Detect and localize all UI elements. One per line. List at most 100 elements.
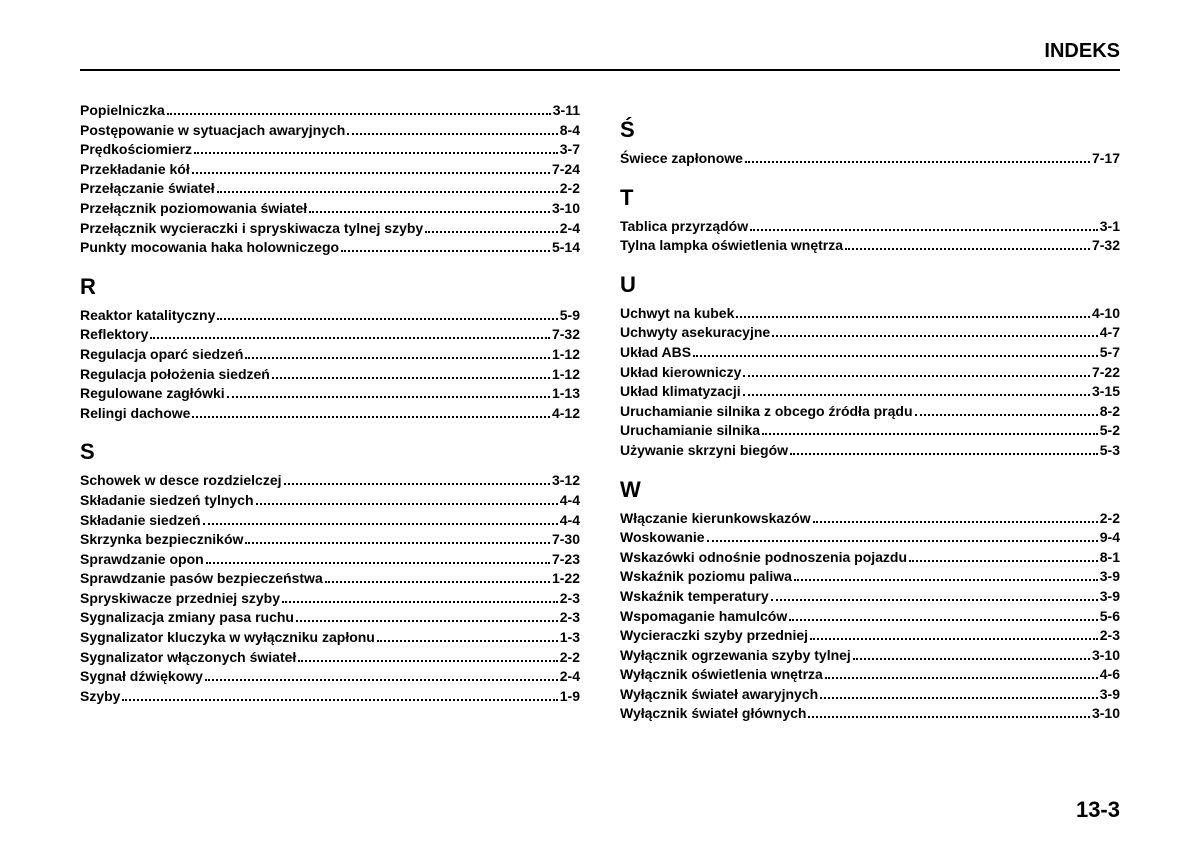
entry-page: 4-6 bbox=[1100, 665, 1120, 685]
entry-label: Sygnalizator włączonych świateł bbox=[80, 648, 296, 668]
right-column: ŚŚwiece zapłonowe7-17TTablica przyrządów… bbox=[620, 101, 1120, 724]
entry-dots bbox=[206, 562, 550, 564]
entry-page: 7-17 bbox=[1092, 149, 1120, 169]
entry-label: Punkty mocowania haka holowniczego bbox=[80, 238, 339, 258]
entry-dots bbox=[743, 394, 1090, 396]
entry-page: 4-12 bbox=[552, 404, 580, 424]
entry-label: Postępowanie w sytuacjach awaryjnych bbox=[80, 121, 345, 141]
entry-page: 3-10 bbox=[1092, 704, 1120, 724]
entry-page: 3-9 bbox=[1100, 567, 1120, 587]
entry-label: Sygnalizacja zmiany pasa ruchu bbox=[80, 608, 294, 628]
entry-dots bbox=[256, 503, 558, 505]
entry-dots bbox=[282, 601, 558, 603]
entry-dots bbox=[167, 113, 551, 115]
entry-dots bbox=[794, 579, 1098, 581]
index-entry: Wskaźnik poziomu paliwa3-9 bbox=[620, 567, 1120, 587]
index-entry: Woskowanie9-4 bbox=[620, 528, 1120, 548]
entry-dots bbox=[909, 560, 1098, 562]
entry-label: Wskazówki odnośnie podnoszenia pojazdu bbox=[620, 548, 907, 568]
entry-label: Schowek w desce rozdzielczej bbox=[80, 471, 282, 491]
entry-page: 1-3 bbox=[560, 628, 580, 648]
entry-page: 7-32 bbox=[552, 325, 580, 345]
entry-dots bbox=[284, 483, 550, 485]
index-entry: Szyby1-9 bbox=[80, 687, 580, 707]
entry-page: 2-2 bbox=[560, 179, 580, 199]
index-entry: Tablica przyrządów 3-1 bbox=[620, 217, 1120, 237]
entry-label: Wycieraczki szyby przedniej bbox=[620, 626, 808, 646]
entry-dots bbox=[808, 716, 1090, 718]
index-entry: Schowek w desce rozdzielczej 3-12 bbox=[80, 471, 580, 491]
entry-label: Relingi dachowe bbox=[80, 404, 190, 424]
entry-label: Przełącznik wycieraczki i spryskiwacza t… bbox=[80, 219, 423, 239]
entry-label: Reaktor katalityczny bbox=[80, 306, 215, 326]
entry-page: 1-13 bbox=[552, 384, 580, 404]
index-entry: Sygnalizacja zmiany pasa ruchu 2-3 bbox=[80, 608, 580, 628]
entry-label: Przekładanie kół bbox=[80, 160, 190, 180]
entry-page: 9-4 bbox=[1100, 528, 1120, 548]
entry-label: Wyłącznik ogrzewania szyby tylnej bbox=[620, 646, 851, 666]
index-entry: Używanie skrzyni biegów 5-3 bbox=[620, 441, 1120, 461]
entry-dots bbox=[150, 337, 550, 339]
entry-dots bbox=[341, 250, 550, 252]
index-entry: Wyłącznik oświetlenia wnętrza4-6 bbox=[620, 665, 1120, 685]
index-entry: Przekładanie kół7-24 bbox=[80, 160, 580, 180]
entry-dots bbox=[915, 414, 1098, 416]
index-entry: Sygnał dźwiękowy2-4 bbox=[80, 667, 580, 687]
entry-label: Układ kierowniczy bbox=[620, 363, 741, 383]
index-columns: Popielniczka3-11Postępowanie w sytuacjac… bbox=[80, 101, 1120, 724]
entry-page: 3-9 bbox=[1100, 587, 1120, 607]
entry-page: 5-3 bbox=[1100, 441, 1120, 461]
entry-label: Popielniczka bbox=[80, 101, 165, 121]
entry-page: 3-1 bbox=[1100, 217, 1120, 237]
index-entry: Sprawdzanie pasów bezpieczeństwa1-22 bbox=[80, 569, 580, 589]
index-entry: Przełącznik wycieraczki i spryskiwacza t… bbox=[80, 219, 580, 239]
entry-dots bbox=[693, 355, 1098, 357]
entry-page: 7-23 bbox=[552, 550, 580, 570]
entry-dots bbox=[205, 679, 558, 681]
entry-dots bbox=[707, 540, 1098, 542]
entry-dots bbox=[425, 231, 558, 233]
section-letter: T bbox=[620, 185, 1120, 211]
entry-dots bbox=[743, 375, 1090, 377]
entry-label: Uchwyty asekuracyjne bbox=[620, 323, 770, 343]
entry-page: 2-3 bbox=[560, 608, 580, 628]
index-entry: Postępowanie w sytuacjach awaryjnych8-4 bbox=[80, 121, 580, 141]
entry-label: Składanie siedzeń tylnych bbox=[80, 491, 254, 511]
index-entry: Uchwyt na kubek4-10 bbox=[620, 304, 1120, 324]
entry-label: Reflektory bbox=[80, 325, 148, 345]
entry-dots bbox=[347, 133, 557, 135]
entry-label: Sygnał dźwiękowy bbox=[80, 667, 203, 687]
entry-label: Świece zapłonowe bbox=[620, 149, 743, 169]
index-entry: Wskaźnik temperatury 3-9 bbox=[620, 587, 1120, 607]
index-entry: Prędkościomierz3-7 bbox=[80, 140, 580, 160]
entry-dots bbox=[762, 433, 1098, 435]
entry-page: 5-7 bbox=[1100, 343, 1120, 363]
entry-page: 4-10 bbox=[1092, 304, 1120, 324]
index-entry: Układ kierowniczy7-22 bbox=[620, 363, 1120, 383]
entry-label: Składanie siedzeń bbox=[80, 511, 201, 531]
entry-label: Wyłącznik świateł głównych bbox=[620, 704, 806, 724]
index-entry: Tylna lampka oświetlenia wnętrza7-32 bbox=[620, 236, 1120, 256]
entry-dots bbox=[203, 523, 558, 525]
index-entry: Włączanie kierunkowskazów2-2 bbox=[620, 509, 1120, 529]
entry-page: 8-1 bbox=[1100, 548, 1120, 568]
entry-dots bbox=[845, 248, 1090, 250]
entry-dots bbox=[789, 619, 1098, 621]
section-letter: R bbox=[80, 274, 580, 300]
entry-page: 2-4 bbox=[560, 219, 580, 239]
entry-dots bbox=[309, 211, 550, 213]
entry-label: Regulacja położenia siedzeń bbox=[80, 365, 270, 385]
index-entry: Sprawdzanie opon7-23 bbox=[80, 550, 580, 570]
entry-page: 3-12 bbox=[552, 471, 580, 491]
entry-dots bbox=[298, 660, 557, 662]
entry-label: Wspomaganie hamulców bbox=[620, 607, 787, 627]
entry-label: Tablica przyrządów bbox=[620, 217, 748, 237]
index-entry: Przełączanie świateł2-2 bbox=[80, 179, 580, 199]
index-entry: Wyłącznik świateł awaryjnych3-9 bbox=[620, 685, 1120, 705]
index-entry: Sygnalizator włączonych świateł2-2 bbox=[80, 648, 580, 668]
index-entry: Przełącznik poziomowania świateł3-10 bbox=[80, 199, 580, 219]
entry-label: Spryskiwacze przedniej szyby bbox=[80, 589, 280, 609]
entry-label: Wskaźnik temperatury bbox=[620, 587, 769, 607]
entry-label: Używanie skrzyni biegów bbox=[620, 441, 788, 461]
entry-page: 4-7 bbox=[1100, 323, 1120, 343]
